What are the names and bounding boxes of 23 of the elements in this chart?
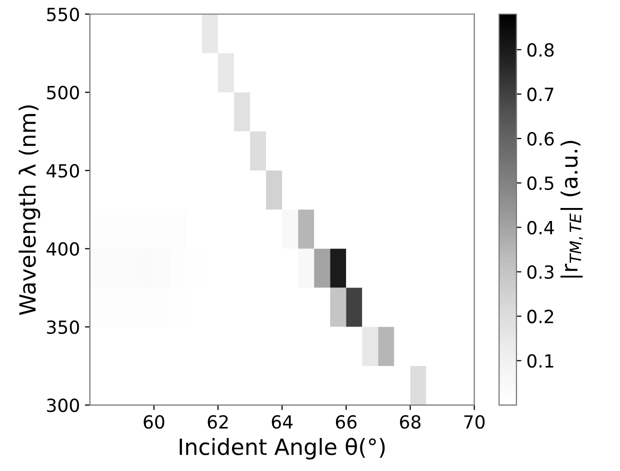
x-tick-label: 66 — [336, 415, 357, 429]
color-bar-label: 0.4 — [527, 220, 554, 234]
y-tick-label: 350 — [47, 320, 79, 334]
color-bar-label: 0.3 — [527, 265, 554, 279]
x-tick-label: 68 — [400, 415, 420, 429]
color-bar-label: 0.8 — [527, 43, 554, 57]
y-tick-label: 550 — [47, 8, 79, 22]
color-bar-title: |r$_{TM,TE}$| (a.u.) — [560, 140, 583, 278]
color-bar-label: 0.7 — [527, 88, 554, 102]
color-bar-label: 0.6 — [527, 132, 554, 146]
color-bar-label: 0.2 — [527, 310, 554, 324]
x-axis-title: Incident Angle θ(°) — [180, 438, 385, 460]
y-tick-label: 300 — [47, 398, 79, 412]
color-bar-label: 0.5 — [527, 176, 554, 190]
y-axis-title: Wavelength λ (nm) — [18, 105, 40, 315]
x-tick-label: 60 — [144, 415, 164, 429]
color-bar-label: 0.1 — [527, 354, 554, 368]
y-tick-label: 450 — [46, 164, 79, 178]
y-tick-label: 400 — [46, 242, 79, 256]
x-tick-label: 70 — [464, 415, 485, 429]
x-tick-label: 64 — [272, 415, 293, 429]
x-tick-label: 62 — [208, 415, 228, 429]
y-tick-label: 500 — [47, 86, 79, 100]
